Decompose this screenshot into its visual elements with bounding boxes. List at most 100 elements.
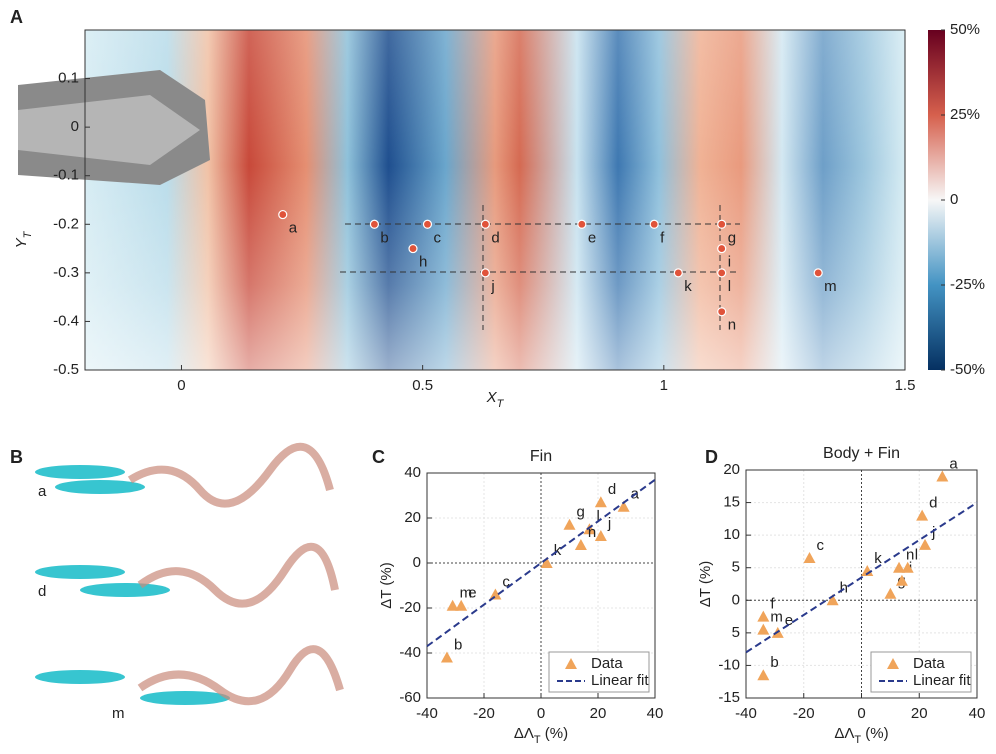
point-label: f bbox=[660, 229, 665, 246]
x-axis-label: ΔΛT (%) bbox=[834, 725, 888, 746]
y-tick-label: 15 bbox=[723, 494, 740, 511]
point-label: e bbox=[468, 585, 476, 602]
data-marker bbox=[574, 539, 587, 550]
y-axis-label-sub: T bbox=[22, 230, 34, 238]
swimmer-label: a bbox=[38, 483, 47, 500]
probe-point bbox=[408, 243, 418, 254]
probe-point bbox=[717, 219, 727, 229]
y-tick-label: 5 bbox=[732, 559, 740, 576]
point-label: l bbox=[728, 278, 731, 295]
point-label: j bbox=[490, 278, 494, 295]
point-label: g bbox=[577, 504, 585, 521]
probe-point bbox=[717, 307, 727, 317]
colorbar bbox=[928, 30, 945, 370]
point-label: l bbox=[596, 508, 599, 525]
data-marker bbox=[455, 599, 468, 611]
legend bbox=[870, 651, 972, 693]
point-label: b bbox=[454, 636, 462, 653]
point-label: l bbox=[915, 547, 918, 564]
data-marker bbox=[489, 588, 502, 600]
legend-marker bbox=[565, 658, 577, 669]
point-label: d bbox=[608, 481, 616, 498]
x-axis-label: ΔΛT (%) bbox=[514, 725, 568, 746]
y-tick-label: 0 bbox=[71, 118, 79, 135]
x-tick-label: 20 bbox=[590, 705, 607, 722]
data-marker bbox=[617, 500, 630, 512]
point-label: a bbox=[949, 455, 958, 472]
point-label: i bbox=[728, 254, 731, 271]
y-tick-label: 40 bbox=[404, 464, 421, 481]
x-axis-label-main: ΔΛ bbox=[514, 725, 534, 742]
x-tick-label: 0 bbox=[537, 705, 545, 722]
fit-line bbox=[426, 478, 656, 648]
chart-title: Fin bbox=[530, 448, 552, 465]
point-label: d bbox=[929, 495, 937, 512]
x-tick-label: 0 bbox=[857, 705, 865, 722]
data-marker bbox=[440, 651, 453, 663]
probe-point bbox=[717, 243, 727, 254]
y-axis-label-main: Y bbox=[13, 237, 30, 248]
x-tick-label: 20 bbox=[911, 705, 928, 722]
x-axis-label-sub: T bbox=[854, 734, 861, 746]
y-tick-label: 20 bbox=[404, 509, 421, 526]
point-label: d bbox=[491, 229, 499, 246]
data-marker bbox=[540, 557, 553, 568]
plot-frame bbox=[84, 29, 906, 371]
x-tick-label: 40 bbox=[969, 705, 986, 722]
point-label: m bbox=[460, 585, 473, 602]
data-marker bbox=[594, 530, 607, 541]
point-label: k bbox=[554, 542, 562, 559]
legend-label: Linear fit bbox=[913, 672, 971, 689]
y-tick-label: 0 bbox=[732, 591, 740, 608]
point-label: c bbox=[433, 229, 441, 246]
point-label: n bbox=[588, 524, 596, 541]
point-label: e bbox=[785, 612, 793, 629]
y-axis-label-main: ΔT bbox=[378, 590, 395, 609]
y-tick-label: 10 bbox=[723, 526, 740, 543]
y-tick-label: 5 bbox=[732, 624, 740, 641]
x-tick-label: -20 bbox=[793, 705, 815, 722]
x-axis-label: XT bbox=[486, 389, 505, 410]
x-tick-label: -40 bbox=[735, 705, 757, 722]
y-axis-label: ΔT (%) bbox=[378, 562, 395, 608]
x-tick-label: 1.5 bbox=[895, 377, 916, 394]
x-axis-label-unit: (%) bbox=[861, 725, 889, 742]
y-axis-label-unit: (%) bbox=[697, 561, 714, 589]
point-label: n bbox=[728, 317, 736, 334]
y-axis-label-main: ΔT bbox=[697, 588, 714, 607]
y-tick-label: -60 bbox=[399, 689, 421, 706]
y-tick-label: 0 bbox=[413, 554, 421, 571]
y-tick-label: -20 bbox=[399, 599, 421, 616]
probe-point bbox=[480, 268, 490, 278]
point-label: k bbox=[874, 550, 882, 567]
legend-label: Linear fit bbox=[591, 672, 649, 689]
legend-marker bbox=[887, 658, 899, 669]
point-label: a bbox=[289, 220, 298, 237]
chart-title: Body + Fin bbox=[823, 445, 900, 462]
point-label: j bbox=[607, 515, 611, 532]
y-tick-label: -10 bbox=[718, 656, 740, 673]
data-marker bbox=[563, 518, 576, 530]
y-tick-label: -0.2 bbox=[53, 215, 79, 232]
x-axis-label-sub: T bbox=[534, 734, 541, 746]
x-axis-label-sub: T bbox=[497, 398, 505, 410]
data-marker bbox=[861, 564, 874, 576]
y-tick-label: 20 bbox=[723, 461, 740, 478]
x-axis-label-unit: (%) bbox=[541, 725, 569, 742]
data-marker bbox=[594, 496, 607, 508]
point-label: b bbox=[380, 229, 388, 246]
data-marker bbox=[757, 669, 770, 681]
point-label: f bbox=[770, 596, 775, 613]
data-marker bbox=[895, 574, 908, 586]
swimmer-label: d bbox=[38, 583, 46, 600]
panel-label: A bbox=[10, 7, 23, 27]
probe-point bbox=[422, 219, 433, 229]
legend-label: Data bbox=[591, 655, 623, 672]
x-tick-label: 0 bbox=[177, 377, 185, 394]
x-tick-label: 1 bbox=[660, 377, 668, 394]
y-axis-label: ΔT (%) bbox=[697, 561, 714, 607]
colorbar-label: -25% bbox=[950, 276, 985, 293]
panel-label: C bbox=[372, 447, 385, 467]
colorbar-label: 50% bbox=[950, 21, 980, 38]
legend-label: Data bbox=[913, 655, 945, 672]
